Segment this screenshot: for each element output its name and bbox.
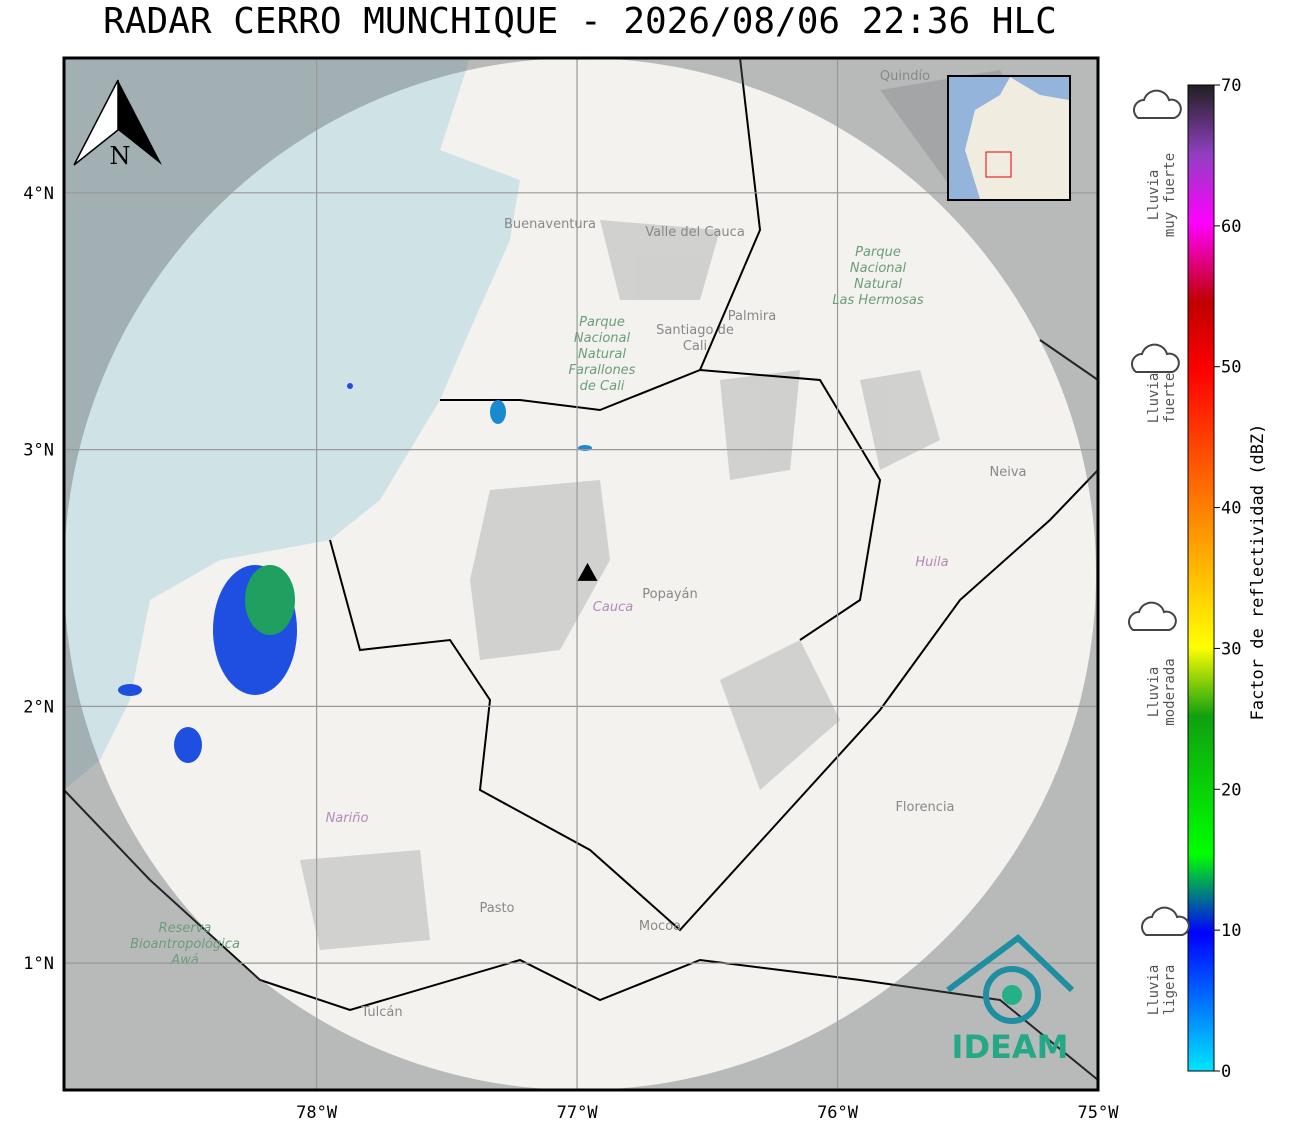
colorbar-tick-label: 60 xyxy=(1221,217,1241,237)
x-tick-label: 78°W xyxy=(296,1103,338,1123)
colorbar-tick-label: 40 xyxy=(1221,499,1241,519)
place-labels: Quindío Buenaventura Valle del Cauca Parque… xyxy=(130,69,1026,1020)
place-label: Awá xyxy=(170,953,199,968)
rain-class-label: Lluvia xyxy=(1146,667,1162,718)
colorbar-tick-label: 70 xyxy=(1221,76,1241,96)
place-label: Parque xyxy=(855,245,901,260)
rain-class-label: moderada xyxy=(1162,658,1178,725)
place-label: Nacional xyxy=(850,261,907,276)
rain-class-label: fuerte xyxy=(1162,373,1178,424)
place-label: Bioantropológica xyxy=(130,937,240,952)
radar-echoes xyxy=(118,383,592,763)
place-label: Palmira xyxy=(728,309,776,324)
colorbar xyxy=(1187,84,1215,1072)
colorbar-tick-label: 30 xyxy=(1221,639,1241,659)
x-tick-label: 75°W xyxy=(1078,1103,1120,1123)
place-label: Nacional xyxy=(574,331,631,346)
colorbar-tick-label: 0 xyxy=(1221,1062,1231,1082)
colorbar-label: Factor de reflectividad (dBZ) xyxy=(1248,424,1268,721)
place-label: Pasto xyxy=(479,901,514,916)
logo: IDEAM xyxy=(946,934,1075,1066)
place-label: Natural xyxy=(578,347,626,362)
radar-site xyxy=(577,562,598,581)
grid xyxy=(64,58,1098,1090)
place-label: Parque xyxy=(579,315,625,330)
rain-class-label: ligera xyxy=(1162,965,1178,1016)
place-label: Popayán xyxy=(642,587,697,602)
borders xyxy=(64,58,1098,1081)
inset-map xyxy=(947,75,1071,201)
y-tick-label: 1°N xyxy=(23,954,54,974)
y-tick-label: 2°N xyxy=(23,697,54,717)
x-tick-label: 77°W xyxy=(557,1103,599,1123)
colorbar-tick-label: 50 xyxy=(1221,358,1241,378)
colorbar-tick-label: 20 xyxy=(1221,780,1241,800)
logo-text: IDEAM xyxy=(952,1028,1069,1066)
place-label: Buenaventura xyxy=(504,217,596,232)
place-label: Santiago de xyxy=(656,323,734,338)
place-label: Florencia xyxy=(895,800,954,815)
x-tick-label: 76°W xyxy=(817,1103,859,1123)
y-tick-label: 3°N xyxy=(23,441,54,461)
place-label: Huila xyxy=(915,555,948,570)
rain-class-label: Lluvia xyxy=(1146,373,1162,424)
title: RADAR CERRO MUNCHIQUE - 2026/08/06 22:36… xyxy=(103,1,1057,42)
place-label: de Cali xyxy=(580,379,625,394)
rain-class-label: Lluvia xyxy=(1146,170,1162,221)
place-label: Cauca xyxy=(593,600,633,615)
place-label: Las Hermosas xyxy=(832,293,924,308)
rain-class-label: Lluvia xyxy=(1146,965,1162,1016)
place-label: Mocoa xyxy=(639,919,681,934)
place-label: Natural xyxy=(854,277,902,292)
place-label: Quindío xyxy=(880,69,930,84)
place-label: Farallones xyxy=(569,363,636,378)
place-label: Neiva xyxy=(990,465,1027,480)
colorbar-tick-label: 10 xyxy=(1221,921,1241,941)
y-tick-label: 4°N xyxy=(23,184,54,204)
map-frame xyxy=(62,56,1100,1092)
place-label: Cali xyxy=(683,339,707,354)
place-label: Nariño xyxy=(326,811,369,826)
north-arrow: N xyxy=(73,79,162,170)
north-label: N xyxy=(110,142,131,170)
place-label: Valle del Cauca xyxy=(645,225,745,240)
place-label: Tulcán xyxy=(360,1005,402,1020)
place-label: Reserva xyxy=(159,921,212,936)
rain-icons xyxy=(1128,89,1190,936)
rain-class-label: muy fuerte xyxy=(1162,153,1178,237)
ocean xyxy=(64,58,520,790)
